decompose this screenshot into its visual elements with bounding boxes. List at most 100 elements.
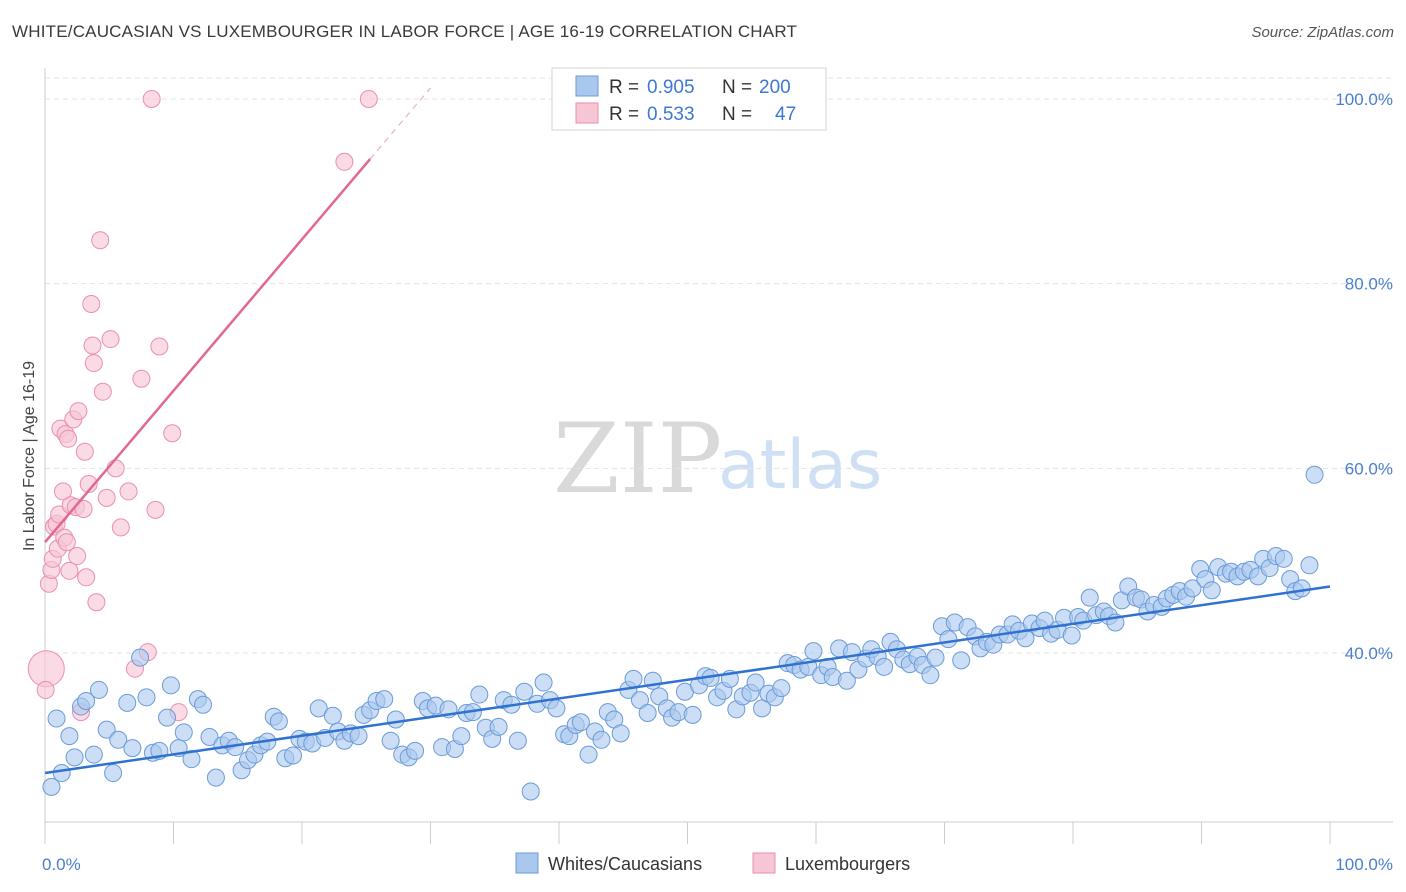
legend-n-label: N = — [722, 104, 752, 125]
luxembourger-point — [142, 90, 161, 108]
white-point — [200, 728, 219, 747]
luxembourger-point — [57, 533, 76, 552]
white-point — [489, 717, 508, 736]
legend-r-label: R = — [609, 104, 639, 125]
luxembourger-point — [163, 424, 182, 443]
luxembourger-point — [75, 442, 94, 461]
white-point — [323, 706, 342, 725]
luxembourger-point — [93, 382, 112, 401]
series-swatch-luxembourgers — [752, 852, 776, 874]
legend-swatch-pink — [575, 102, 599, 124]
luxembourger-point — [74, 499, 93, 518]
white-point — [65, 748, 84, 767]
luxembourger-point — [77, 568, 96, 587]
luxembourger-point — [106, 459, 125, 478]
luxembourger-point — [87, 593, 106, 612]
y-tick-label: 80.0% — [1345, 275, 1393, 294]
luxembourger-point — [83, 336, 102, 355]
watermark-atlas: atlas — [718, 426, 882, 505]
luxembourger-point — [101, 330, 120, 349]
luxembourger-point — [91, 231, 110, 250]
trend-lines — [44, 87, 1331, 775]
white-point — [547, 699, 566, 718]
white-point — [84, 745, 103, 764]
luxembourger-point — [335, 152, 354, 171]
luxembourger-point — [82, 294, 101, 313]
gridlines — [45, 77, 1393, 654]
watermark: ZIP atlas — [553, 403, 882, 515]
white-point — [1183, 579, 1202, 598]
luxembourgers-points — [27, 90, 378, 722]
white-point — [174, 723, 193, 742]
white-point — [746, 673, 765, 692]
y-tick-label: 60.0% — [1345, 459, 1393, 478]
whites-trend-line — [44, 585, 1331, 775]
luxembourger-point — [84, 354, 103, 373]
luxembourger-point — [53, 482, 72, 501]
luxembourger-point — [359, 90, 378, 108]
white-point — [592, 730, 611, 749]
source-label: Source: ZipAtlas.com — [1251, 24, 1394, 41]
white-point — [1292, 579, 1311, 598]
white-point — [1305, 465, 1324, 484]
white-point — [1300, 556, 1319, 575]
white-point — [452, 727, 471, 746]
white-point — [284, 746, 303, 765]
series-label-whites: Whites/Caucasians — [548, 854, 702, 874]
white-point — [406, 741, 425, 760]
white-point — [470, 685, 489, 704]
y-tick-labels: 40.0% 60.0% 80.0% 100.0% — [1335, 90, 1393, 663]
white-point — [611, 724, 630, 743]
white-point — [60, 727, 79, 746]
white-point — [837, 671, 856, 690]
white-point — [772, 679, 791, 698]
legend-n-label: N = — [722, 77, 752, 98]
white-point — [508, 731, 527, 750]
luxembourger-point — [111, 518, 130, 537]
chart-title: WHITE/CAUCASIAN VS LUXEMBOURGER IN LABOR… — [12, 22, 798, 41]
white-point — [118, 693, 137, 712]
legend-r-value: 0.905 — [647, 77, 695, 98]
correlation-legend: R = 0.905 N = 200 R = 0.533 N = 47 — [551, 67, 827, 131]
luxembourgers-trend-line — [44, 158, 372, 544]
luxembourger-point — [119, 482, 138, 501]
series-label-luxembourgers: Luxembourgers — [785, 854, 910, 874]
white-point — [1062, 626, 1081, 645]
white-point — [875, 657, 894, 676]
white-point — [269, 712, 288, 731]
white-point — [375, 690, 394, 709]
luxembourger-point — [36, 680, 55, 699]
white-point — [521, 782, 540, 801]
white-point — [161, 676, 180, 695]
legend-n-value: 47 — [775, 104, 796, 125]
y-axis-label: In Labor Force | Age 16-19 — [21, 361, 38, 551]
white-point — [638, 704, 657, 723]
watermark-zip: ZIP — [553, 403, 722, 515]
white-point — [309, 699, 328, 718]
luxembourger-point — [97, 488, 116, 507]
white-point — [131, 648, 150, 667]
luxembourger-point — [59, 429, 78, 448]
luxembourger-point — [60, 561, 79, 580]
white-point — [1080, 588, 1099, 607]
y-tick-label: 40.0% — [1345, 644, 1393, 663]
white-point — [206, 768, 225, 787]
white-point — [571, 713, 590, 732]
white-point — [804, 642, 823, 661]
white-point — [123, 739, 142, 758]
white-point — [952, 651, 971, 670]
white-point — [77, 692, 96, 711]
luxembourgers-trend-extension — [369, 87, 431, 160]
white-point — [381, 731, 400, 750]
series-legend: Whites/Caucasians Luxembourgers — [515, 852, 910, 874]
white-point — [939, 630, 958, 649]
legend-swatch-blue — [575, 75, 599, 97]
white-point — [683, 705, 702, 724]
white-point — [158, 708, 177, 727]
white-point — [194, 695, 213, 714]
luxembourger-point — [69, 402, 88, 421]
white-point — [921, 666, 940, 685]
white-point — [579, 745, 598, 764]
x-tick-label: 0.0% — [42, 855, 81, 874]
